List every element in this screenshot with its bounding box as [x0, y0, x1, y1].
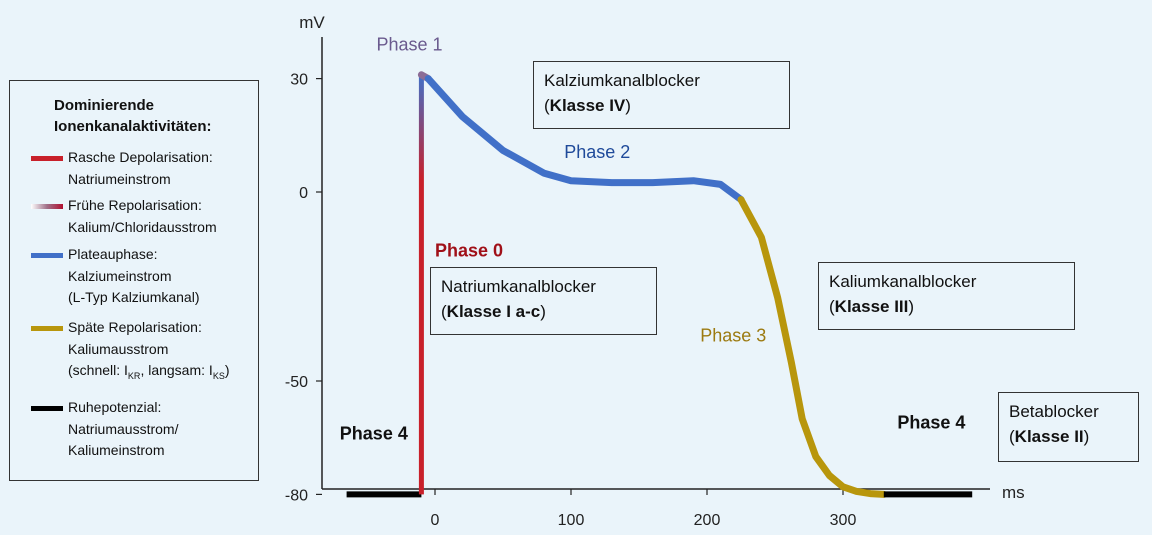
potassium-blocker-box: Kaliumkanalblocker (Klasse III)	[818, 262, 1075, 330]
x-tick-label: 200	[694, 512, 721, 529]
legend-text: Späte Repolarisation: Kaliumausstrom (sc…	[68, 319, 230, 381]
calcium-blocker-box: Kalziumkanalblocker (Klasse IV)	[533, 61, 790, 129]
legend-text: Ruhepotenzial: Natriumausstrom/ Kaliumei…	[68, 399, 179, 458]
y-tick-label: -80	[285, 487, 308, 504]
x-tick-label: 100	[558, 512, 585, 529]
series-depolarization	[418, 74, 424, 495]
y-tick-label: -50	[285, 374, 308, 391]
legend-swatch-red	[31, 156, 63, 161]
legend-swatch-black	[31, 406, 63, 411]
phase-label: Phase 3	[700, 325, 766, 345]
legend-text: Plateauphase: Kalziumeinstrom (L-Typ Kal…	[68, 246, 200, 305]
legend-swatch-gradient	[31, 204, 63, 209]
beta-blocker-box: Betablocker (Klasse II)	[998, 392, 1139, 462]
series-plateau	[424, 75, 745, 204]
legend-text: Rasche Depolarisation: Natriumeinstrom	[68, 149, 213, 187]
legend-swatch-blue	[31, 253, 63, 258]
phase-label: Phase 4	[340, 424, 408, 444]
legend-swatch-gold	[31, 326, 63, 331]
y-tick-label: 30	[290, 72, 308, 89]
legend: Dominierende Ionenkanalaktivitäten: Rasc…	[9, 80, 259, 481]
phase-label: Phase 2	[564, 142, 630, 162]
phase-label: Phase 1	[377, 34, 443, 54]
legend-text: Frühe Repolarisation: Kalium/Chloridauss…	[68, 197, 217, 235]
series-late_repolarization	[737, 196, 888, 498]
legend-title: Dominierende Ionenkanalaktivitäten:	[54, 97, 212, 135]
x-tick-label: 0	[431, 512, 440, 529]
annotation-layer: Phase 0 Phase 1 Phase 2 Phase 3 Phase 4 Phase…	[340, 34, 966, 443]
sodium-blocker-box: Natriumkanalblocker (Klasse I a-c)	[430, 267, 657, 335]
phase-label: Phase 4	[897, 412, 965, 432]
y-tick-label: 0	[299, 185, 308, 202]
y-axis-label: mV	[299, 13, 325, 32]
x-axis-label: ms	[1002, 483, 1025, 502]
series-layer	[346, 71, 973, 498]
phase-label: Phase 0	[435, 240, 503, 260]
x-tick-label: 300	[830, 512, 857, 529]
